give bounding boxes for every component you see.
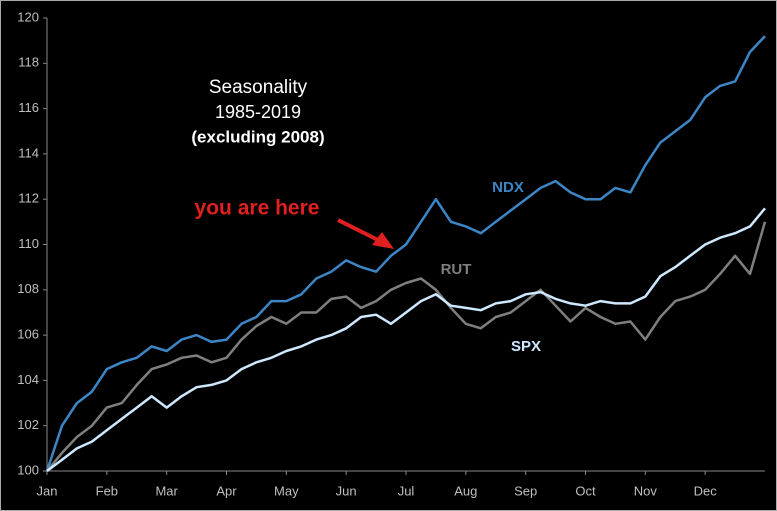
- x-tick-label: Feb: [96, 483, 118, 498]
- x-tick-label: May: [274, 483, 299, 498]
- x-tick-label: Apr: [216, 483, 237, 498]
- title-line: (excluding 2008): [191, 127, 324, 146]
- y-tick-label: 100: [17, 462, 39, 477]
- x-tick-label: Jun: [336, 483, 357, 498]
- y-tick-label: 120: [17, 9, 39, 24]
- series-label: RUT: [441, 261, 472, 278]
- annotation-arrowhead: [372, 232, 394, 249]
- x-tick-label: Jan: [37, 483, 58, 498]
- y-tick-label: 112: [18, 191, 39, 206]
- series-label: NDX: [492, 179, 524, 196]
- title-line: Seasonality: [209, 77, 308, 98]
- y-tick-label: 106: [17, 327, 39, 342]
- y-tick-label: 116: [18, 100, 39, 115]
- x-tick-label: Dec: [694, 483, 718, 498]
- y-tick-label: 118: [18, 55, 39, 70]
- series-label: SPX: [511, 338, 541, 355]
- y-tick-label: 104: [17, 372, 39, 387]
- annotation: you are here: [195, 197, 320, 220]
- series-line: [46, 207, 766, 472]
- x-tick-label: Aug: [454, 483, 477, 498]
- y-tick-label: 108: [17, 281, 39, 296]
- x-tick-label: Sep: [514, 483, 537, 498]
- annotation-arrow: [337, 218, 383, 244]
- x-tick-label: Jul: [398, 483, 415, 498]
- x-tick-label: Nov: [634, 483, 658, 498]
- series-line: [45, 35, 766, 472]
- y-tick-label: 110: [18, 236, 39, 251]
- series-line: [46, 221, 767, 472]
- y-tick-label: 102: [17, 417, 39, 432]
- x-tick-label: Mar: [155, 483, 178, 498]
- x-tick-label: Oct: [575, 483, 596, 498]
- y-tick-label: 114: [18, 145, 39, 160]
- title-line: 1985-2019: [215, 102, 301, 122]
